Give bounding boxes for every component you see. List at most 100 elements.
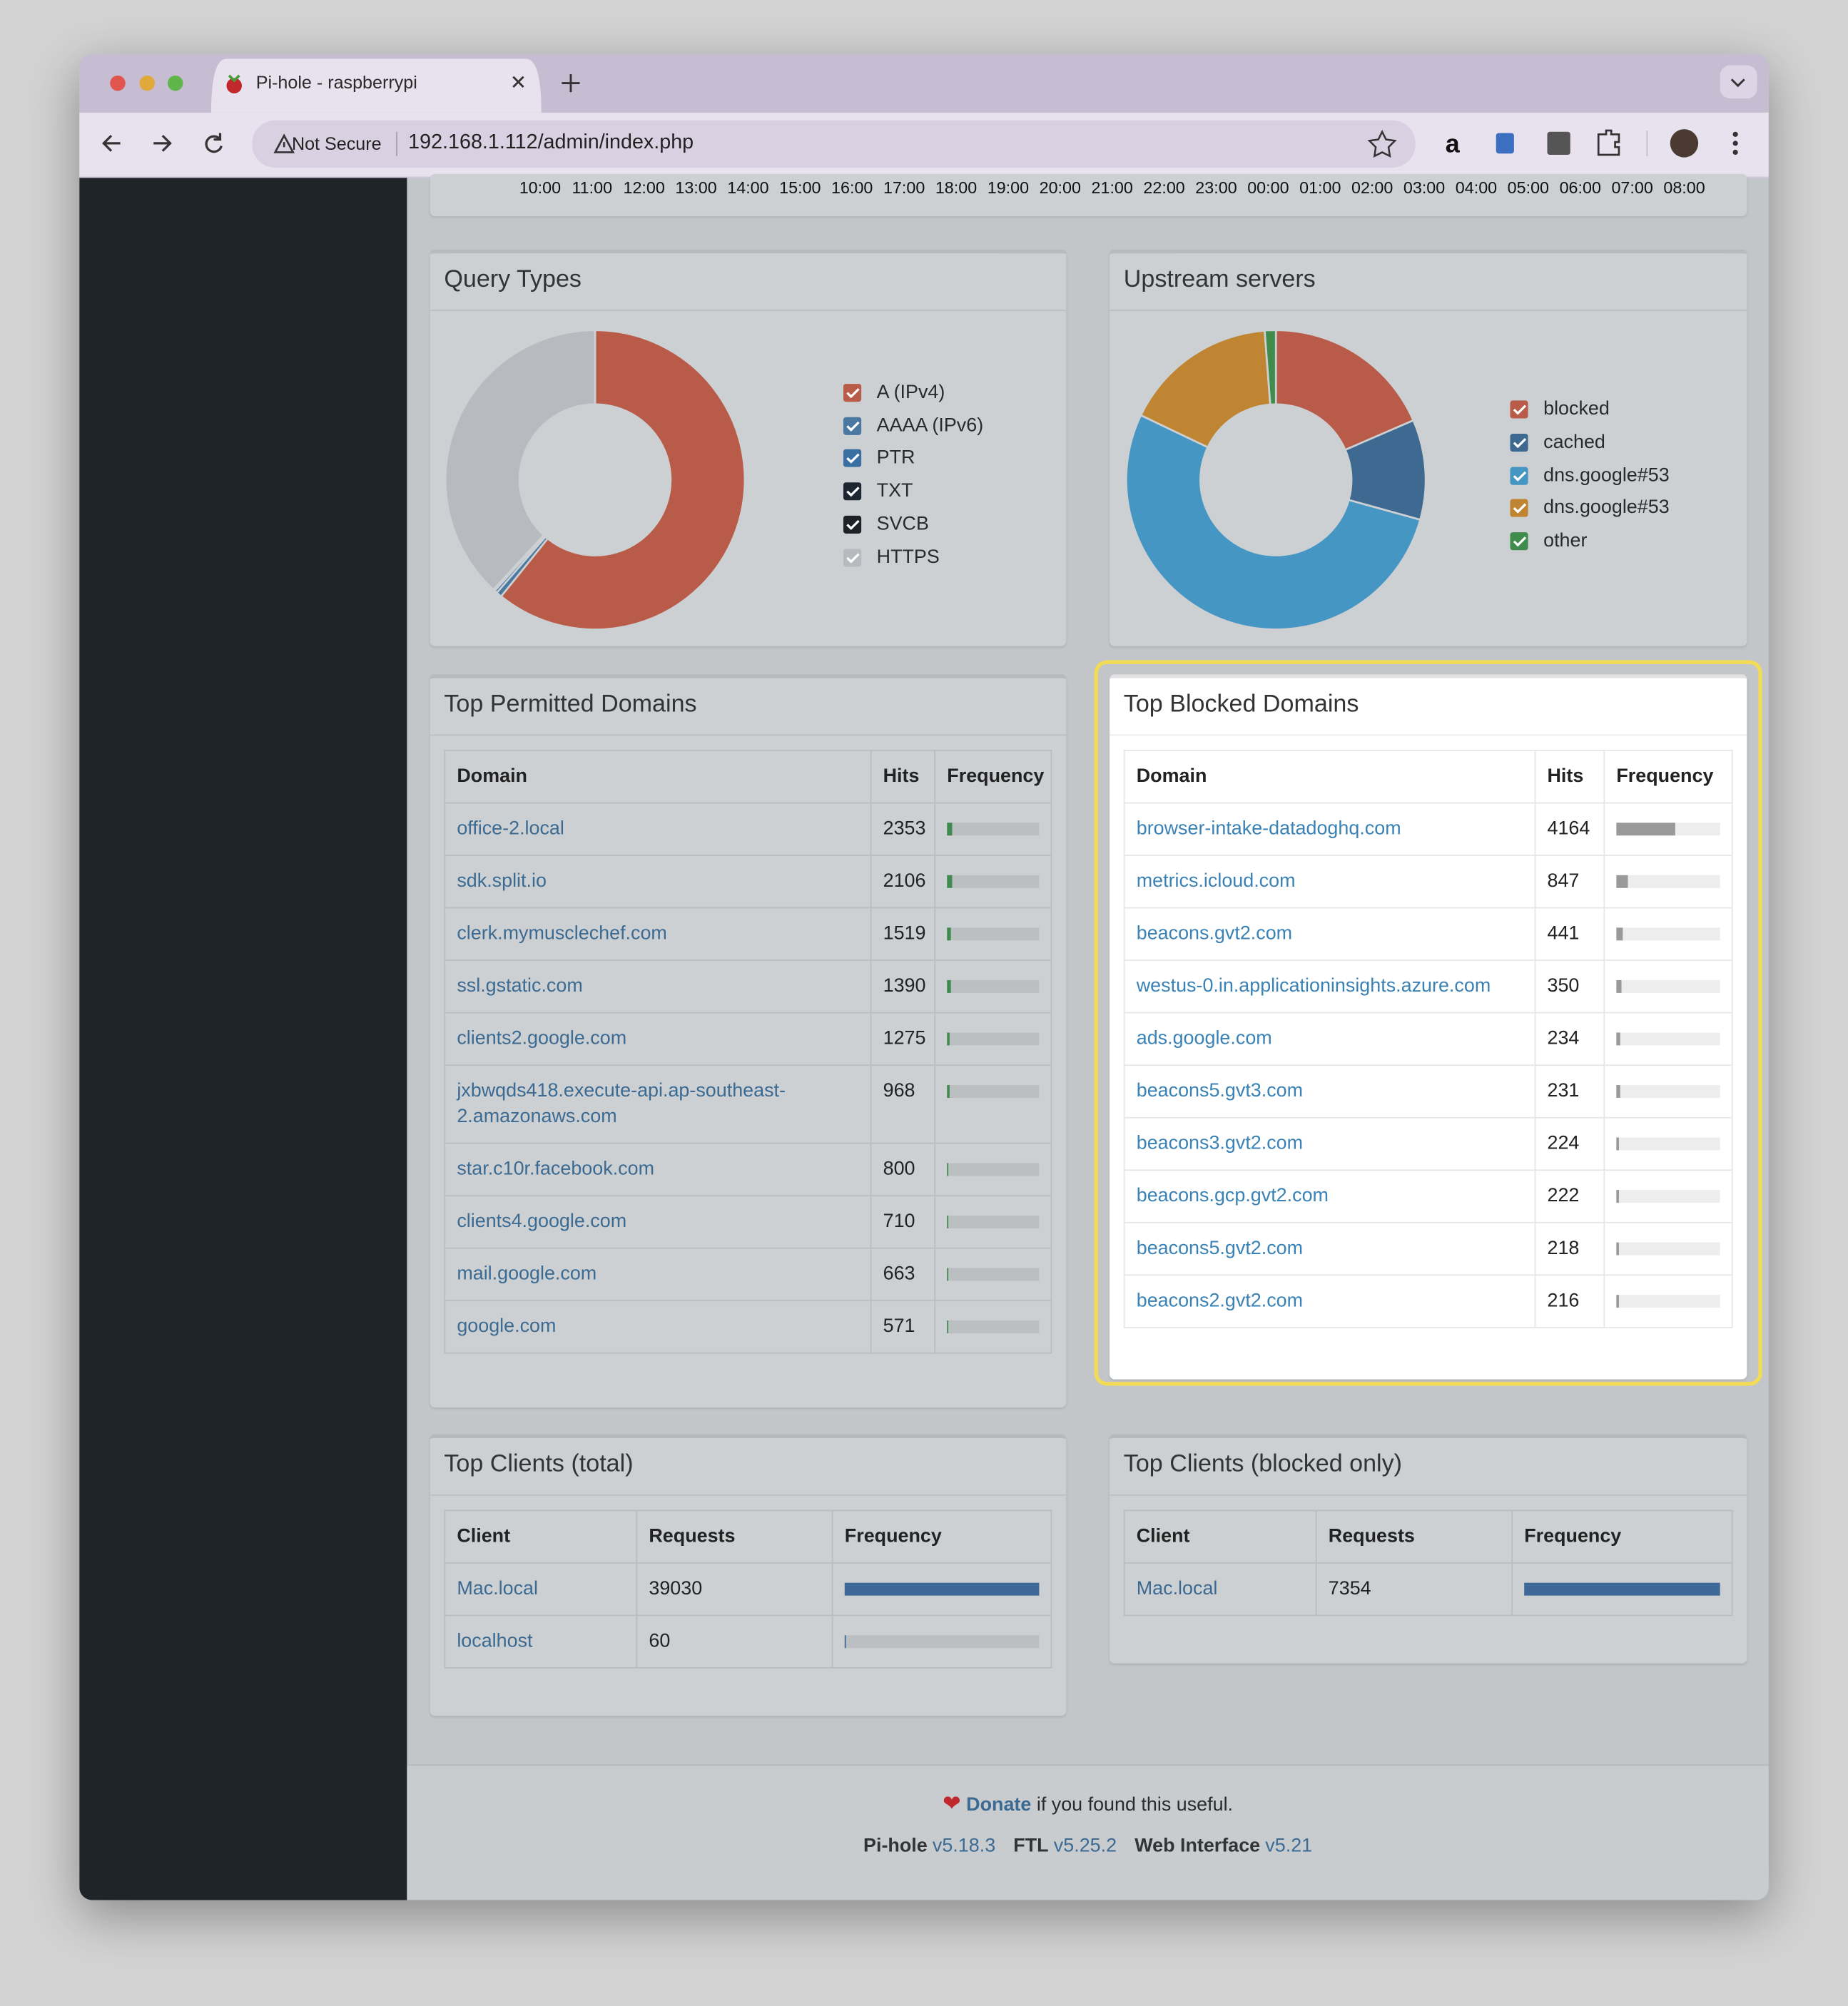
name-link[interactable]: ads.google.com bbox=[1136, 1027, 1272, 1049]
name-link[interactable]: browser-intake-datadoghq.com bbox=[1136, 818, 1401, 840]
name-link[interactable]: google.com bbox=[457, 1315, 557, 1338]
legend-checkbox[interactable] bbox=[1510, 532, 1528, 551]
name-link[interactable]: beacons3.gvt2.com bbox=[1136, 1132, 1304, 1154]
frequency-cell bbox=[1603, 1221, 1733, 1276]
legend-checkbox[interactable] bbox=[843, 515, 862, 534]
table-panel: Top Permitted Domains Domain Hits Frequency… bbox=[430, 674, 1067, 1407]
table-row: office-2.local 2353 bbox=[444, 802, 1052, 856]
amazon-extension[interactable]: a bbox=[1446, 129, 1461, 158]
time-label: 02:00 bbox=[1351, 178, 1393, 198]
time-label: 15:00 bbox=[779, 178, 821, 198]
frequency-cell bbox=[1603, 1064, 1733, 1119]
table-panel: Top Blocked Domains Domain Hits Frequency br… bbox=[1110, 674, 1747, 1380]
count-cell: 216 bbox=[1534, 1274, 1605, 1328]
name-link[interactable]: clients4.google.com bbox=[457, 1210, 627, 1233]
name-link[interactable]: office-2.local bbox=[457, 818, 564, 840]
heart-icon: ❤ bbox=[943, 1791, 961, 1816]
data-table: Domain Hits Frequency browser-intake-datado… bbox=[1123, 750, 1733, 1328]
address-bar[interactable] bbox=[252, 120, 1416, 168]
table-row: Mac.local 7354 bbox=[1123, 1562, 1733, 1616]
frequency-bar bbox=[947, 1084, 950, 1098]
name-link[interactable]: jxbwqds418.execute-api.ap-southeast-2.am… bbox=[457, 1079, 786, 1128]
favicon bbox=[226, 78, 242, 93]
panel-divider bbox=[1110, 310, 1747, 311]
table-row: ssl.gstatic.com 1390 bbox=[444, 959, 1052, 1014]
count-cell: 800 bbox=[870, 1142, 936, 1197]
active-tab[interactable] bbox=[210, 58, 542, 113]
name-link[interactable]: ssl.gstatic.com bbox=[457, 974, 583, 997]
name-link[interactable]: beacons.gcp.gvt2.com bbox=[1136, 1184, 1329, 1207]
legend-checkbox[interactable] bbox=[843, 417, 862, 435]
count-cell: 39030 bbox=[636, 1562, 833, 1616]
time-label: 20:00 bbox=[1039, 178, 1082, 198]
legend-checkbox[interactable] bbox=[843, 449, 862, 467]
name-link[interactable]: Mac.local bbox=[457, 1577, 538, 1600]
checkmark bbox=[846, 453, 860, 464]
legend-checkbox[interactable] bbox=[1510, 434, 1528, 452]
name-link[interactable]: beacons.gvt2.com bbox=[1136, 922, 1293, 945]
reload-button[interactable] bbox=[205, 133, 223, 153]
name-link[interactable]: Mac.local bbox=[1136, 1577, 1218, 1600]
frequency-track bbox=[947, 875, 1040, 888]
legend-label: cached bbox=[1543, 431, 1605, 453]
zoom-button[interactable] bbox=[167, 75, 183, 91]
version-link[interactable]: v5.25.2 bbox=[1053, 1835, 1117, 1857]
profile-avatar[interactable] bbox=[1670, 129, 1699, 158]
tab-close[interactable] bbox=[512, 76, 524, 88]
frequency-track bbox=[1616, 875, 1720, 888]
name-link[interactable]: beacons2.gvt2.com bbox=[1136, 1289, 1304, 1312]
count-cell: 1519 bbox=[870, 907, 936, 962]
frequency-cell bbox=[831, 1562, 1052, 1616]
column-header: Client bbox=[444, 1509, 638, 1564]
url[interactable]: 192.168.1.112/admin/index.php bbox=[408, 131, 694, 154]
legend-checkbox[interactable] bbox=[1510, 499, 1528, 517]
frequency-bar bbox=[1524, 1582, 1720, 1596]
frequency-track bbox=[947, 1163, 1040, 1176]
time-label: 11:00 bbox=[572, 178, 613, 198]
legend-checkbox[interactable] bbox=[843, 549, 862, 567]
name-link[interactable]: mail.google.com bbox=[457, 1263, 597, 1285]
frequency-track bbox=[1616, 1032, 1720, 1046]
new-tab[interactable] bbox=[562, 74, 580, 93]
legend-checkbox[interactable] bbox=[843, 482, 862, 501]
name-link[interactable]: sdk.split.io bbox=[457, 870, 547, 892]
time-label: 12:00 bbox=[623, 178, 665, 198]
back-button[interactable] bbox=[102, 134, 121, 152]
close-button[interactable] bbox=[110, 75, 126, 91]
menu-button[interactable] bbox=[1732, 131, 1738, 156]
extension-icon[interactable] bbox=[1496, 133, 1514, 154]
name-link[interactable]: star.c10r.facebook.com bbox=[457, 1158, 654, 1180]
footer: ❤ Donate if you found this useful. Pi-ho… bbox=[407, 1764, 1769, 1900]
extensions-button[interactable] bbox=[1597, 129, 1620, 156]
favicon-leaf bbox=[228, 74, 240, 83]
legend-checkbox[interactable] bbox=[1510, 467, 1528, 485]
forward-button[interactable] bbox=[153, 134, 172, 152]
donut-slice bbox=[1125, 414, 1422, 631]
name-link[interactable]: clerk.mymusclechef.com bbox=[457, 922, 667, 945]
highlight-border bbox=[1094, 660, 1762, 1386]
name-link[interactable]: beacons5.gvt2.com bbox=[1136, 1237, 1304, 1259]
name-link[interactable]: localhost bbox=[457, 1630, 533, 1652]
checkmark bbox=[1513, 503, 1527, 514]
name-link[interactable]: metrics.icloud.com bbox=[1136, 870, 1296, 892]
legend-checkbox[interactable] bbox=[1510, 400, 1528, 419]
frequency-bar bbox=[947, 1215, 949, 1228]
version-link[interactable]: v5.21 bbox=[1265, 1835, 1313, 1857]
frequency-track bbox=[1524, 1582, 1720, 1596]
name-link[interactable]: beacons5.gvt3.com bbox=[1136, 1079, 1304, 1102]
extension-icon[interactable] bbox=[1547, 131, 1570, 156]
version-link[interactable]: v5.18.3 bbox=[932, 1835, 996, 1857]
warning-icon bbox=[273, 133, 295, 153]
donate-link[interactable]: Donate bbox=[966, 1793, 1032, 1816]
name-link[interactable]: westus-0.in.applicationinsights.azure.co… bbox=[1136, 974, 1491, 997]
count-cell: 222 bbox=[1534, 1169, 1605, 1223]
donut-chart bbox=[1125, 329, 1528, 631]
legend-checkbox[interactable] bbox=[843, 384, 862, 402]
table-row: beacons.gcp.gvt2.com 222 bbox=[1123, 1169, 1733, 1223]
panel-title: Top Blocked Domains bbox=[1123, 691, 1359, 718]
tab-menu[interactable] bbox=[1720, 65, 1757, 99]
name-link[interactable]: clients2.google.com bbox=[457, 1027, 627, 1049]
name-cell: mail.google.com bbox=[444, 1247, 872, 1302]
minimize-button[interactable] bbox=[139, 75, 156, 91]
bookmark-star[interactable] bbox=[1367, 129, 1397, 158]
